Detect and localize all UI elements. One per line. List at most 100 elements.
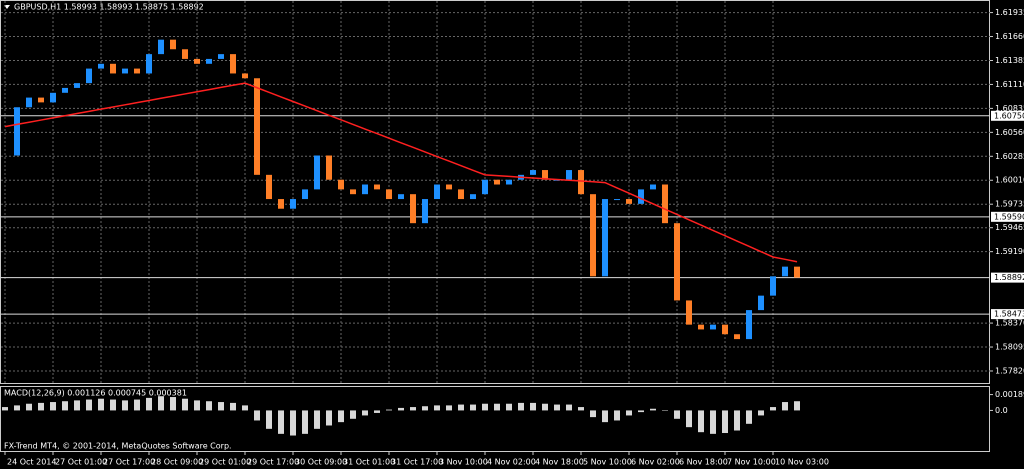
y-tick-label: 1.58095: [995, 343, 1024, 352]
macd-bar: [410, 407, 416, 411]
candle: [422, 199, 428, 224]
x-tick-label: 27 Oct 01:00: [55, 458, 107, 467]
candle: [590, 194, 596, 277]
candle: [434, 184, 440, 200]
macd-bar: [566, 404, 572, 411]
candle: [794, 266, 800, 278]
level-label: 1.58892: [994, 273, 1024, 282]
y-tick-label: 1.59465: [995, 223, 1024, 232]
macd-bar: [2, 407, 8, 411]
candle: [74, 83, 80, 88]
macd-bar: [434, 405, 440, 411]
macd-title: MACD(12,26,9) 0.001126 0.000745 0.000381: [4, 389, 187, 398]
candle: [662, 184, 668, 224]
macd-bar: [218, 402, 224, 411]
macd-bar: [194, 400, 200, 411]
candle: [722, 324, 728, 335]
candle: [398, 194, 404, 200]
x-tick-label: 5 Nov 10:00: [583, 458, 632, 467]
level-label-box: [991, 309, 1024, 320]
y-tick-label: 0.001894: [995, 390, 1024, 399]
y-tick-label: 1.58370: [995, 319, 1024, 328]
y-tick-label: 1.60560: [995, 128, 1024, 137]
macd-bar: [506, 403, 512, 411]
macd-bar: [482, 403, 488, 411]
macd-bar: [362, 410, 368, 416]
candle: [206, 58, 212, 64]
x-tick-label: 3 Nov 10:00: [439, 458, 488, 467]
macd-bar: [446, 405, 452, 411]
macd-bar: [242, 405, 248, 411]
macd-bar: [698, 410, 704, 433]
x-tick-label: 29 Oct 01:00: [199, 458, 251, 467]
macd-bar: [110, 399, 116, 411]
candle: [758, 295, 764, 311]
macd-bar: [74, 400, 80, 411]
macd-bar: [590, 410, 596, 418]
macd-bar: [422, 406, 428, 411]
candle: [98, 63, 104, 69]
candle: [338, 179, 344, 190]
candle: [122, 68, 128, 74]
x-tick-label: 6 Nov 18:00: [679, 458, 728, 467]
candle: [386, 189, 392, 200]
candle: [62, 87, 68, 93]
macd-bar: [542, 403, 548, 411]
footer: FX-Trend MT4, © 2001-2014, MetaQuotes So…: [4, 442, 232, 451]
x-tick-label: 7 Nov 10:00: [727, 458, 776, 467]
macd-bar: [674, 410, 680, 419]
candle: [554, 179, 560, 181]
candle: [110, 63, 116, 74]
macd-bar: [782, 402, 788, 411]
level-label-box: [991, 110, 1024, 121]
candle: [254, 78, 260, 175]
y-tick-label: 1.61385: [995, 56, 1024, 65]
x-tick-label: 28 Oct 09:00: [151, 458, 203, 467]
y-tick-label: 1.60285: [995, 152, 1024, 161]
x-tick-label: 24 Oct 2014: [7, 458, 56, 467]
candle: [230, 54, 236, 74]
moving-average: [4, 82, 798, 263]
macd-bar: [746, 410, 752, 424]
y-tick-label: 1.60835: [995, 104, 1024, 113]
candle: [698, 324, 704, 330]
candle: [746, 310, 752, 340]
candle: [146, 54, 152, 74]
candle: [374, 184, 380, 190]
y-tick-label: 1.60010: [995, 176, 1024, 185]
candle: [494, 179, 500, 185]
candle: [602, 199, 608, 277]
macd-bar: [14, 405, 20, 411]
macd-bar: [302, 410, 308, 434]
level-label: 1.59590: [994, 212, 1024, 221]
candle: [218, 54, 224, 59]
candle: [650, 184, 656, 190]
candle: [182, 49, 188, 59]
candle: [410, 194, 416, 224]
macd-bar: [530, 402, 536, 411]
macd-bar: [314, 410, 320, 429]
candle: [482, 179, 488, 195]
candle: [38, 97, 44, 103]
macd-panel-frame: [0, 386, 990, 452]
candle: [314, 155, 320, 190]
x-tick-label: 4 Nov 02:00: [487, 458, 536, 467]
macd-bar: [578, 407, 584, 411]
candle: [86, 68, 92, 84]
macd-bar: [758, 410, 764, 416]
candle: [170, 39, 176, 50]
y-tick-label: 1.59735: [995, 200, 1024, 209]
macd-bar: [602, 410, 608, 423]
candle: [578, 170, 584, 195]
candle: [326, 155, 332, 180]
x-tick-label: 29 Oct 17:00: [247, 458, 299, 467]
macd-bar: [170, 397, 176, 411]
macd-bar: [554, 404, 560, 411]
x-tick-label: 10 Nov 03:00: [775, 458, 829, 467]
macd-bar: [86, 399, 92, 411]
macd-bar: [770, 407, 776, 411]
macd-bar: [638, 410, 644, 413]
y-tick-label: 1.61110: [995, 80, 1024, 89]
